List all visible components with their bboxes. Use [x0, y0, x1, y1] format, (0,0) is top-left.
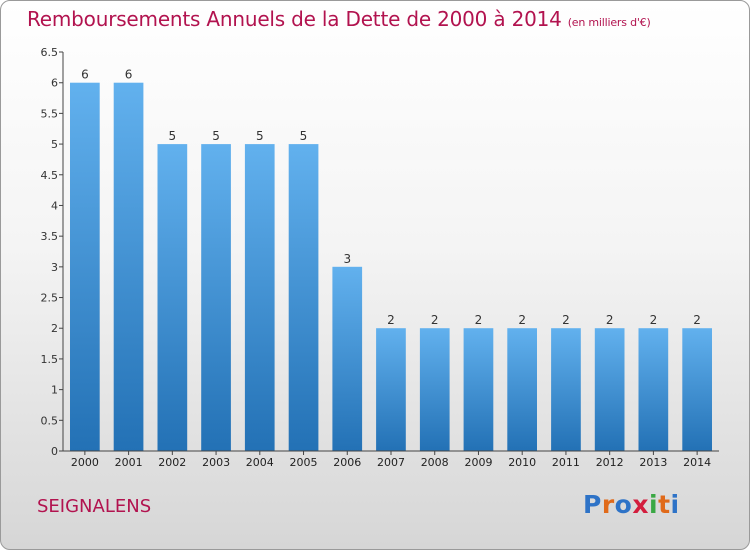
bar: [201, 144, 231, 451]
y-tick-label: 1.5: [41, 353, 59, 366]
bar: [463, 328, 494, 451]
y-tick-label: 5: [51, 138, 58, 151]
bar-value-label: 2: [475, 313, 483, 327]
x-tick-label: 2000: [71, 456, 99, 469]
x-tick-label: 2006: [333, 456, 361, 469]
chart-title-text: Remboursements Annuels de la Dette de 20…: [27, 7, 562, 31]
bar-value-label: 6: [125, 68, 133, 82]
logo-letter: x: [632, 490, 649, 519]
logo-letter: P: [583, 490, 602, 519]
x-tick-label: 2011: [552, 456, 580, 469]
chart-title-unit: (en milliers d'€): [567, 16, 651, 29]
x-tick-label: 2005: [290, 456, 318, 469]
logo-letter: i: [649, 490, 659, 519]
y-tick-label: 2.5: [41, 292, 59, 305]
y-axis: 0 0.5 1 1.5 2 2.5 3 3.5 4 4.5 5 5.5 6 6.5: [41, 46, 64, 458]
x-tick-label: 2012: [596, 456, 624, 469]
x-tick-label: 2013: [639, 456, 667, 469]
logo-letter: r: [601, 490, 615, 519]
y-tick-label: 3: [51, 261, 58, 274]
bar: [113, 82, 144, 451]
y-tick-label: 4.5: [41, 169, 59, 182]
bar: [332, 266, 363, 451]
y-tick-label: 0.5: [41, 414, 59, 427]
x-tick-label: 2004: [246, 456, 274, 469]
bar: [376, 328, 406, 451]
logo-letter: t: [658, 490, 671, 519]
bar-value-label: 5: [300, 129, 308, 143]
y-tick-label: 4: [51, 199, 58, 212]
x-axis: 2000 2001 2002 2003 2004 2005 2006 2007 2008 2009…: [63, 450, 719, 469]
bar: [594, 328, 625, 451]
bar-value-label: 2: [650, 313, 658, 327]
bar: [682, 328, 712, 451]
x-tick-label: 2010: [508, 456, 536, 469]
y-tick-label: 6: [51, 77, 58, 90]
logo-letter: o: [614, 490, 633, 519]
bars: 6 6 5 5 5 5 3 2 2 2 2 2 2 2 2: [70, 68, 712, 451]
bar: [507, 328, 537, 451]
bar: [551, 328, 581, 451]
x-tick-label: 2009: [465, 456, 493, 469]
logo-letter: i: [670, 490, 680, 519]
bar-value-label: 5: [212, 129, 220, 143]
bar: [638, 328, 669, 451]
bar-value-label: 5: [256, 129, 264, 143]
x-tick-label: 2007: [377, 456, 405, 469]
x-tick-label: 2003: [202, 456, 230, 469]
bar-value-label: 2: [431, 313, 439, 327]
commune-name: SEIGNALENS: [37, 496, 152, 517]
bar-value-label: 5: [168, 129, 176, 143]
bar-value-label: 6: [81, 68, 89, 82]
y-tick-label: 6.5: [41, 46, 59, 59]
y-tick-label: 5.5: [41, 107, 59, 120]
bar: [70, 82, 100, 451]
chart-title: Remboursements Annuels de la Dette de 20…: [27, 7, 651, 31]
bar: [157, 144, 188, 451]
bar: [244, 144, 275, 451]
bar: [288, 144, 319, 451]
x-tick-label: 2001: [115, 456, 143, 469]
bar-value-label: 3: [343, 252, 351, 266]
y-tick-label: 1: [51, 384, 58, 397]
y-tick-label: 0: [51, 445, 58, 458]
bar-value-label: 2: [518, 313, 526, 327]
x-tick-label: 2008: [421, 456, 449, 469]
y-tick-label: 2: [51, 322, 58, 335]
proxiti-logo[interactable]: Proxiti: [583, 490, 680, 519]
x-tick-label: 2014: [683, 456, 711, 469]
bar-value-label: 2: [387, 313, 395, 327]
x-tick-label: 2002: [158, 456, 186, 469]
bar-value-label: 2: [606, 313, 614, 327]
y-tick-label: 3.5: [41, 230, 59, 243]
bar-value-label: 2: [562, 313, 570, 327]
bar: [419, 328, 450, 451]
bar-value-label: 2: [693, 313, 701, 327]
